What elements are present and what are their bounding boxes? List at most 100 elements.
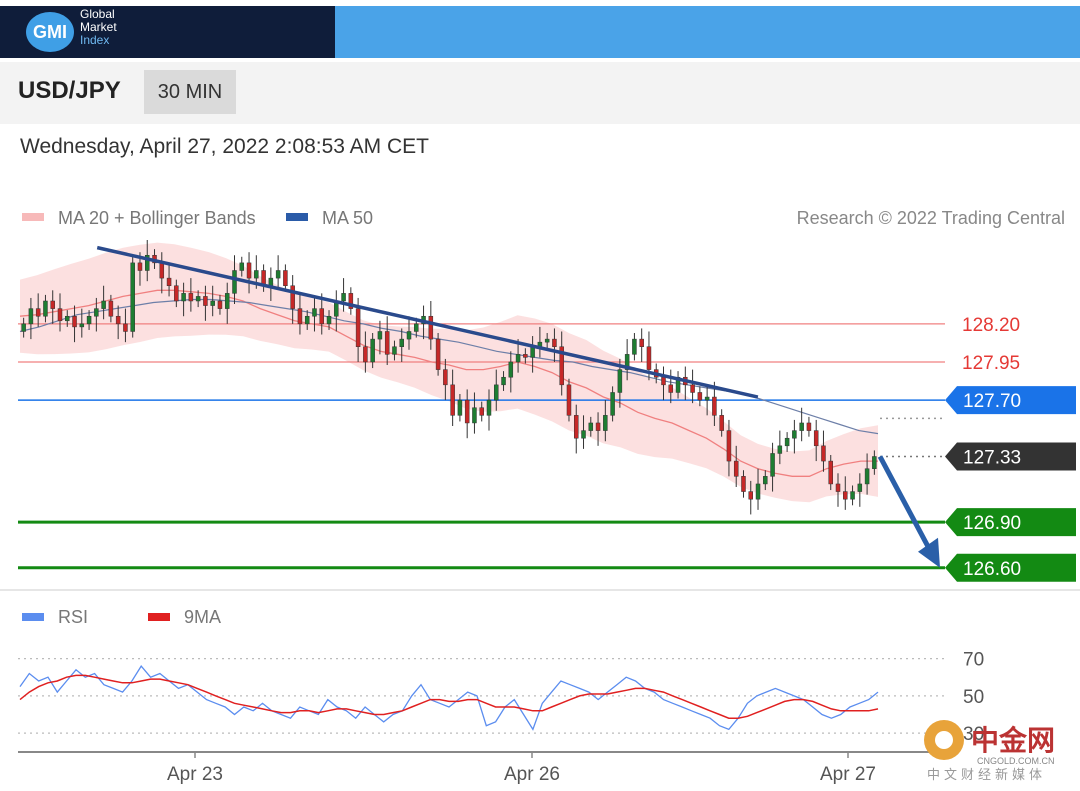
candle-body: [697, 392, 703, 401]
candle-body: [377, 331, 383, 340]
level-127-70-tag: 127.70: [945, 386, 1076, 415]
candle-body: [603, 415, 608, 431]
level-127-33-tag-text: 127.33: [963, 448, 1021, 469]
legend-label-ma20: MA 20 + Bollinger Bands: [58, 208, 256, 228]
candle-body: [86, 315, 92, 325]
candle-body: [50, 300, 55, 309]
candle-body: [297, 308, 303, 325]
bollinger-band: [20, 242, 878, 503]
candle-body: [872, 456, 877, 469]
candle-body: [72, 315, 77, 328]
rsi-line: [19, 665, 879, 731]
candle-body: [610, 392, 615, 416]
research-credit: Research © 2022 Trading Central: [797, 208, 1065, 228]
candle-body: [486, 399, 492, 416]
candle-body: [719, 415, 724, 431]
candle-body: [573, 415, 579, 439]
candle-body: [254, 270, 259, 279]
candle-body: [130, 262, 135, 332]
candle-body: [21, 323, 26, 332]
candle-body: [188, 293, 194, 302]
candle-body: [741, 476, 746, 492]
level-126-60-tag-bg: [945, 553, 1076, 582]
candle-body: [123, 323, 128, 332]
legend-label-ma9: 9MA: [184, 607, 221, 627]
candle-body: [115, 315, 121, 325]
candle-body: [850, 491, 855, 500]
level-126-60-tag: 126.60: [945, 553, 1076, 582]
candle-body: [632, 338, 637, 355]
forecast-arrow-head: [918, 537, 940, 568]
candle-body: [763, 476, 768, 485]
logo-line-global: Global: [80, 7, 115, 21]
timeframe-badge[interactable]: 30 MIN: [144, 70, 236, 114]
candle-body: [28, 308, 34, 325]
candle-body: [283, 270, 288, 286]
candle-body: [821, 445, 826, 462]
candle-body: [828, 460, 833, 485]
level-126-90-tag-text: 126.90: [963, 513, 1021, 534]
candle-body: [57, 308, 63, 322]
candle-body: [217, 300, 223, 309]
candle-body: [857, 483, 863, 492]
candle-body: [668, 384, 674, 393]
candle-body: [414, 323, 419, 332]
candle-body: [348, 293, 354, 309]
legend-swatch-ma20: [22, 213, 44, 221]
candle-body: [144, 254, 150, 271]
candle-body: [203, 296, 208, 306]
candle-body: [304, 315, 310, 325]
candle-body: [290, 285, 295, 309]
legend-swatch-ma50: [286, 213, 308, 221]
analysis-datetime: Wednesday, April 27, 2022 2:08:53 AM CET: [20, 135, 429, 158]
candle-body: [704, 396, 710, 401]
candle-body: [479, 407, 484, 416]
candle-body: [137, 262, 143, 271]
candle-body: [515, 354, 521, 363]
candle-body: [232, 270, 237, 294]
candle-body: [544, 338, 550, 343]
candle-body: [79, 323, 85, 328]
candle-body: [341, 293, 346, 302]
candle-body: [35, 308, 41, 317]
forecast-arrow-shaft: [877, 455, 937, 559]
instrument-pair: USD/JPY: [18, 77, 121, 104]
cngold-name: 中金网: [971, 724, 1055, 757]
candle-body: [799, 422, 804, 431]
candle-body: [370, 338, 375, 363]
candle-body: [101, 300, 106, 309]
candle-body: [581, 430, 586, 439]
gmi-logo[interactable]: GMI: [26, 12, 74, 52]
legend-label-ma50: MA 50: [322, 208, 373, 228]
candle-body: [239, 262, 245, 271]
x-tick-label: Apr 23: [167, 764, 223, 785]
candle-body: [174, 285, 179, 302]
candle-body: [639, 338, 644, 347]
candle-body: [733, 460, 739, 477]
level-127-33-tag-bg: [945, 442, 1076, 471]
header-blue-band: [310, 6, 1080, 58]
rsi-ma9-line: [19, 674, 879, 719]
candle-body: [835, 483, 841, 492]
resistance-trendline: [96, 245, 759, 399]
candle-body: [843, 491, 848, 500]
candle-body: [617, 369, 623, 393]
candle-body: [275, 270, 281, 279]
candle-body: [508, 361, 514, 378]
logo-line-market: Market: [80, 20, 117, 34]
candle-body: [406, 331, 412, 340]
candle-body: [464, 399, 470, 424]
candle-body: [94, 308, 99, 317]
candle-body: [43, 300, 48, 317]
candle-body: [588, 422, 594, 431]
candle-body: [355, 308, 361, 347]
level-127-70-tag-bg: [945, 386, 1076, 415]
cngold-subtitle: 中文财经新媒体: [927, 767, 1046, 783]
candle-body: [792, 430, 797, 439]
candle-body: [428, 315, 434, 340]
candle-body: [312, 308, 317, 317]
candle-body: [435, 338, 441, 370]
candle-body: [195, 296, 201, 302]
candle-body: [494, 384, 499, 401]
